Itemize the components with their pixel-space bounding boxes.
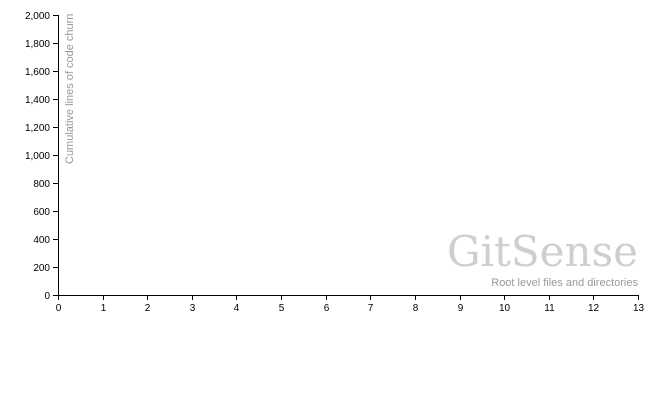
x-tick-label: 0 xyxy=(56,303,62,314)
y-tick-label: 600 xyxy=(33,207,50,218)
x-axis: 0 1 2 3 4 5 6 7 8 9 10 11 12 13 xyxy=(56,295,645,314)
y-axis: 0 200 400 600 800 1,000 1,200 1,400 1,600 1,800 2,… xyxy=(25,11,59,302)
x-tick-label: 1 xyxy=(101,303,107,314)
y-tick-label: 1,800 xyxy=(25,39,50,50)
x-tick-label: 8 xyxy=(413,303,419,314)
y-tick-label: 2,000 xyxy=(25,11,50,22)
gitsense-watermark: GitSense xyxy=(447,227,638,276)
y-tick-label: 0 xyxy=(44,291,50,302)
x-tick-label: 9 xyxy=(458,303,464,314)
y-tick-label: 200 xyxy=(33,263,50,274)
x-tick-label: 10 xyxy=(499,303,511,314)
y-tick-label: 1,000 xyxy=(25,151,50,162)
y-tick-label: 400 xyxy=(33,235,50,246)
y-tick-label: 800 xyxy=(33,179,50,190)
x-tick-label: 3 xyxy=(190,303,196,314)
x-tick-label: 12 xyxy=(588,303,600,314)
x-tick-label: 6 xyxy=(324,303,330,314)
y-tick-label: 1,200 xyxy=(25,123,50,134)
x-tick-label: 4 xyxy=(234,303,240,314)
y-axis-title: Cumulative lines of code churn xyxy=(64,14,76,164)
y-tick-label: 1,400 xyxy=(25,95,50,106)
x-tick-label: 13 xyxy=(633,303,645,314)
x-tick-label: 2 xyxy=(145,303,151,314)
x-tick-label: 11 xyxy=(544,303,555,314)
x-tick-label: 7 xyxy=(368,303,374,314)
x-axis-title: Root level files and directories xyxy=(491,277,638,289)
x-tick-label: 5 xyxy=(279,303,285,314)
y-tick-label: 1,600 xyxy=(25,67,50,78)
